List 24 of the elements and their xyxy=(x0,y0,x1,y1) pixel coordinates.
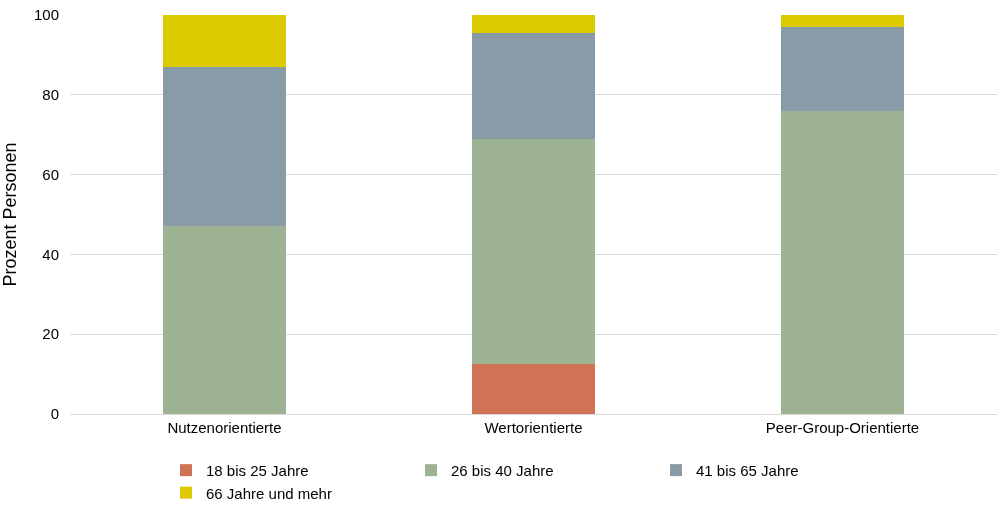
bar xyxy=(780,15,905,27)
legend-label: 26 bis 40 Jahre xyxy=(451,462,554,479)
y-tick-label: 0 xyxy=(50,405,59,423)
bar xyxy=(471,15,596,33)
bar xyxy=(471,364,596,414)
legend-label: 41 bis 65 Jahre xyxy=(696,462,799,479)
bar xyxy=(780,110,905,414)
y-axis-title: Prozent Personen xyxy=(0,142,20,287)
bar xyxy=(162,15,287,67)
legend-label: 66 Jahre und mehr xyxy=(206,484,332,502)
bar xyxy=(471,32,596,139)
x-tick-label: Peer-Group-Orientierte xyxy=(765,419,920,436)
y-tick-label: 20 xyxy=(42,325,59,343)
y-tick-label: 80 xyxy=(42,86,59,104)
x-tick-label: Wertorientierte xyxy=(484,419,583,436)
y-tick-label: 100 xyxy=(33,6,59,24)
bar xyxy=(162,226,287,414)
bar xyxy=(162,66,287,227)
x-tick-label: Nutzenorientierte xyxy=(167,419,282,436)
y-tick-label: 40 xyxy=(42,245,59,263)
y-tick-label: 60 xyxy=(42,165,59,183)
bar xyxy=(471,138,596,365)
bar xyxy=(780,26,905,111)
legend-label: 18 bis 25 Jahre xyxy=(206,462,309,479)
